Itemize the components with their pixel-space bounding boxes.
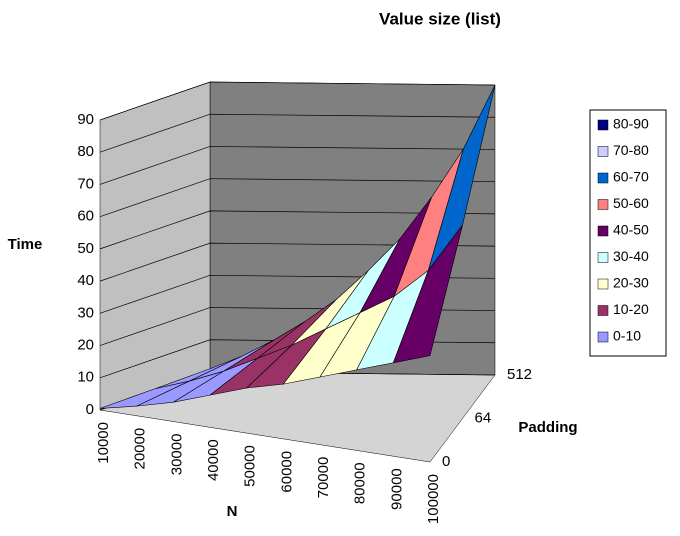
legend-label: 0-10	[613, 328, 641, 344]
grid-line	[99, 113, 496, 153]
side-wall	[99, 81, 211, 411]
x-axis-title: N	[227, 503, 238, 520]
legend-swatch	[597, 278, 609, 290]
grid-line	[99, 210, 496, 250]
legend-label: 50-60	[613, 195, 649, 211]
x-tick-label: 70000	[315, 457, 332, 499]
legend-swatch	[597, 146, 609, 157]
x-tick-label: 20000	[132, 428, 149, 470]
legend-label: 40-50	[613, 222, 649, 238]
legend-swatch	[597, 331, 609, 343]
legend-swatch	[597, 252, 609, 263]
grid-line	[99, 146, 496, 185]
y-tick-label: 30	[77, 304, 94, 321]
y-tick-label: 50	[77, 240, 94, 257]
depth-tick-label: 512	[507, 366, 532, 383]
legend-swatch	[597, 199, 609, 210]
legend-label: 60-70	[613, 169, 649, 185]
y-tick-label: 20	[77, 337, 94, 354]
legend-swatch	[597, 225, 609, 237]
y-tick-label: 60	[77, 208, 94, 225]
y-tick-label: 40	[77, 272, 94, 289]
x-tick-label: 10000	[95, 422, 112, 464]
y-tick-label: 10	[77, 369, 94, 386]
legend-label: 10-20	[613, 301, 649, 317]
depth-tick-label: 64	[475, 409, 492, 426]
legend-label: 20-30	[613, 275, 649, 291]
depth-tick-label: 0	[442, 453, 450, 470]
legend-label: 80-90	[613, 116, 649, 132]
surface-cell	[392, 224, 463, 364]
x-tick-label: 80000	[352, 462, 369, 504]
legend-label: 70-80	[613, 142, 649, 158]
x-tick-label: 100000	[425, 474, 442, 524]
legend-swatch	[597, 305, 609, 316]
x-tick-label: 60000	[278, 451, 295, 493]
legend-swatch	[597, 119, 609, 131]
y-axis-title: Time	[8, 236, 43, 253]
y-tick-label: 90	[77, 111, 94, 128]
y-tick-label: 80	[77, 143, 94, 160]
depth-axis-title: Padding	[518, 419, 577, 436]
y-tick-label: 0	[86, 401, 94, 418]
grid-line	[99, 81, 496, 121]
x-tick-label: 40000	[205, 439, 222, 481]
x-tick-label: 50000	[242, 445, 259, 487]
grid-line	[99, 178, 496, 217]
chart-title: Value size (list)	[379, 9, 501, 28]
x-tick-label: 90000	[388, 468, 405, 510]
y-tick-label: 70	[77, 175, 94, 192]
legend-swatch	[597, 172, 609, 184]
x-tick-label: 30000	[168, 434, 185, 476]
legend-label: 30-40	[613, 248, 649, 264]
